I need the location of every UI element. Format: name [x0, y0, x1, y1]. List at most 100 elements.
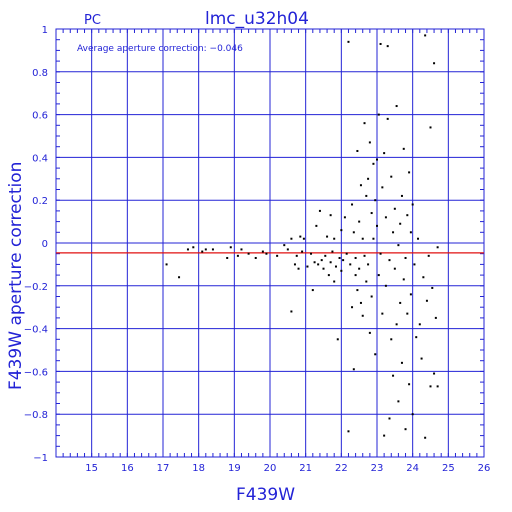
x-tick-label: 15: [85, 463, 98, 474]
data-point: [429, 385, 432, 388]
data-point: [434, 316, 437, 319]
data-point: [165, 263, 168, 266]
x-tick-label: 17: [157, 463, 170, 474]
data-point: [425, 299, 428, 302]
data-point: [276, 254, 279, 257]
data-point: [388, 417, 391, 420]
data-point: [422, 276, 425, 279]
data-point: [408, 171, 411, 174]
data-point: [431, 286, 434, 289]
data-point: [406, 312, 409, 315]
y-tick-label: −0.2: [24, 282, 48, 293]
data-point: [404, 256, 407, 259]
data-point: [393, 207, 396, 210]
data-point: [400, 361, 403, 364]
data-point: [433, 372, 436, 375]
data-point: [372, 162, 375, 165]
data-point: [329, 214, 332, 217]
data-point: [395, 323, 398, 326]
data-point: [178, 276, 181, 279]
data-point: [229, 246, 232, 249]
x-tick-label: 19: [228, 463, 241, 474]
data-point: [383, 434, 386, 437]
data-point: [247, 252, 250, 255]
data-point: [254, 256, 257, 259]
data-point: [318, 209, 321, 212]
data-point: [317, 263, 320, 266]
y-tick-label: −0.8: [24, 410, 48, 421]
data-point: [413, 263, 416, 266]
data-point: [386, 45, 389, 48]
y-tick-label: 0.2: [32, 196, 48, 207]
data-points: [165, 34, 439, 439]
data-point: [297, 267, 300, 270]
data-point: [424, 436, 427, 439]
data-point: [376, 224, 378, 227]
data-point: [283, 244, 286, 247]
data-point: [367, 263, 370, 266]
x-tick-label: 23: [371, 463, 384, 474]
data-point: [424, 34, 427, 37]
data-point: [386, 117, 389, 120]
data-point: [351, 306, 354, 309]
data-point: [359, 184, 362, 187]
data-point: [418, 323, 421, 326]
data-point: [340, 229, 343, 232]
data-point: [397, 244, 400, 247]
data-point: [415, 336, 418, 339]
data-point: [293, 263, 296, 266]
data-point: [265, 252, 268, 255]
data-point: [372, 237, 375, 240]
data-point: [397, 400, 400, 403]
data-point: [192, 246, 195, 249]
data-point: [236, 254, 239, 257]
data-point: [361, 237, 364, 240]
data-point: [347, 40, 350, 43]
data-point: [290, 237, 293, 240]
data-point: [390, 175, 393, 178]
data-point: [290, 310, 293, 313]
data-point: [420, 357, 423, 360]
data-point: [347, 430, 350, 433]
data-point: [436, 246, 439, 249]
data-point: [326, 235, 329, 238]
data-point: [343, 216, 346, 219]
data-point: [381, 312, 384, 315]
data-point: [302, 237, 305, 240]
data-point: [392, 374, 395, 377]
data-point: [376, 158, 378, 161]
data-point: [417, 237, 420, 240]
x-tick-label: 21: [299, 463, 312, 474]
data-point: [342, 259, 345, 262]
data-point: [211, 248, 214, 251]
data-point: [374, 353, 377, 356]
tick-labels: 15 16 17 18 19 20 21 22 23 24 25 26 −1 −0.8 −0.6 −0.4 −0…: [24, 25, 491, 474]
data-point: [306, 265, 309, 268]
data-point: [390, 338, 393, 341]
data-point: [359, 301, 362, 304]
data-point: [384, 284, 387, 287]
data-point: [345, 252, 348, 255]
data-point: [377, 113, 380, 116]
data-point: [404, 428, 407, 431]
data-point: [370, 295, 373, 298]
data-point: [408, 383, 411, 386]
data-point: [354, 274, 357, 277]
data-point: [400, 194, 403, 197]
chart-label-left: PC: [84, 13, 101, 28]
data-point: [327, 274, 330, 277]
data-point: [363, 122, 366, 125]
y-tick-label: −0.6: [24, 367, 48, 378]
data-point: [301, 250, 304, 253]
data-point: [393, 267, 396, 270]
chart-title: lmc_u32h04: [205, 9, 309, 29]
y-tick-label: 1: [42, 25, 48, 36]
data-point: [295, 254, 298, 257]
y-tick-label: 0.4: [32, 153, 48, 164]
data-point: [356, 289, 359, 292]
data-point: [310, 252, 313, 255]
data-point: [365, 194, 368, 197]
data-point: [384, 216, 387, 219]
data-point: [368, 331, 371, 334]
